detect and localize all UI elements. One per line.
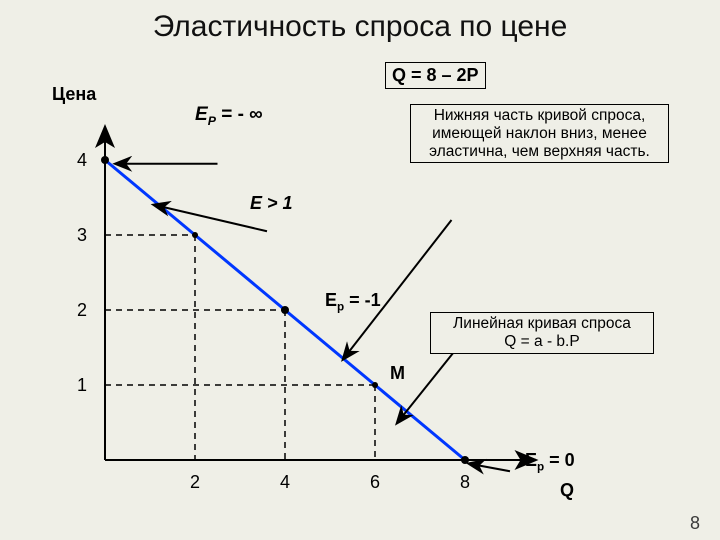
svg-text:6: 6 <box>370 472 380 492</box>
m-label: M <box>390 363 405 384</box>
y-axis-label: Цена <box>52 84 96 105</box>
slide-root: Эластичность спроса по цене 1 2 3 4 2 4 6 8 Q =… <box>0 0 720 540</box>
svg-text:3: 3 <box>77 225 87 245</box>
equation-q-box: Q = 8 – 2P <box>385 62 486 89</box>
linear-demand-callout: Линейная кривая спроса Q = a - b.P <box>430 312 654 354</box>
svg-text:1: 1 <box>77 375 87 395</box>
ep-minus1-label: Ep = -1 <box>325 290 381 314</box>
slide-title: Эластичность спроса по цене <box>0 10 720 44</box>
x-axis-label: Q <box>560 480 574 501</box>
ep-infinity-label: EP = - ∞ <box>195 104 263 128</box>
svg-text:4: 4 <box>77 150 87 170</box>
svg-text:2: 2 <box>190 472 200 492</box>
top-right-callout: Нижняя часть кривой спроса, имеющей накл… <box>410 104 669 163</box>
ep-zero-label: Ep = 0 <box>525 450 575 474</box>
e-gt-1-label: E > 1 <box>250 193 293 214</box>
svg-text:2: 2 <box>77 300 87 320</box>
page-number: 8 <box>690 513 700 534</box>
svg-text:8: 8 <box>460 472 470 492</box>
svg-text:4: 4 <box>280 472 290 492</box>
